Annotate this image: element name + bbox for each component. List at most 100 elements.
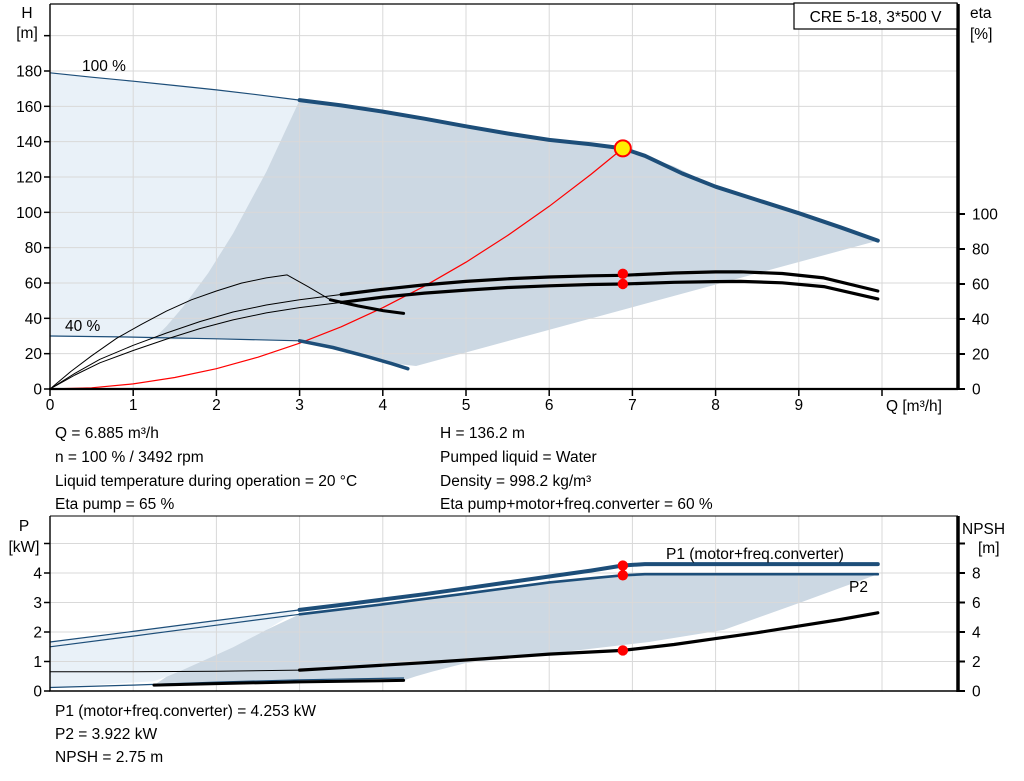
power-tick-labels: 0 1 2 3 4 0 2 4 6 8 [33, 542, 981, 701]
npsh-curve [298, 611, 880, 672]
y-tick-label: 60 [25, 275, 43, 292]
eta-total-duty-dot [617, 278, 629, 290]
npsh-duty-dot [617, 645, 629, 656]
npsh-curve-ext [49, 669, 301, 673]
qh-tick-labels: 0 20 40 60 80 100 120 140 160 180 0 20 40 60 80 100 0 1 2 3… [16, 34, 998, 414]
x-tick-label: 6 [545, 397, 554, 414]
pump-curve-100pct [297, 98, 880, 243]
info-liquid-temp: Liquid temperature during operation = 20… [55, 473, 357, 490]
p2-curve-ext [49, 613, 301, 648]
power-plot-area[interactable] [50, 516, 958, 691]
power-envelope-fills [50, 574, 878, 688]
info-npsh: NPSH = 2.75 m [55, 749, 163, 766]
speed-envelope-pale [50, 72, 300, 340]
power-envelope-band [154, 574, 878, 686]
p2-duty-dot [617, 570, 629, 581]
qh-duty-markers [613, 139, 632, 290]
info-h: H = 136.2 m [440, 425, 525, 442]
info-pumped-liquid: Pumped liquid = Water [440, 449, 597, 466]
eta-pump-curve [339, 270, 880, 297]
y2-tick-label: 6 [972, 595, 981, 612]
pump-curve-100pct-ext [49, 72, 301, 101]
y2-tick-label: 80 [972, 242, 990, 259]
power-minspeed [152, 678, 406, 687]
info-p2: P2 = 3.922 kW [55, 726, 157, 743]
x-tick-label: 8 [711, 397, 720, 414]
x-tick-label: 9 [794, 397, 803, 414]
y-tick-label: 0 [33, 382, 42, 399]
power-gridlines [50, 516, 958, 691]
h-axis-label: H [21, 5, 32, 22]
info-q: Q = 6.885 m³/h [55, 425, 159, 442]
power-envelope-pale [50, 609, 300, 688]
system-curve [49, 147, 624, 390]
q-axis-label: Q [m³/h] [886, 398, 942, 415]
x-tick-label: 2 [212, 397, 221, 414]
qh-gridlines [50, 4, 958, 389]
y2-tick-label: 40 [972, 312, 990, 329]
y2-tick-label: 8 [972, 566, 981, 583]
pump-curve-40pct-ext [49, 335, 301, 342]
y-tick-label: 120 [16, 169, 42, 186]
qh-curves [49, 72, 880, 390]
info-eta-pump: Eta pump = 65 % [55, 496, 175, 513]
info-density: Density = 998.2 kg/m³ [440, 473, 591, 490]
power-axes [49, 515, 960, 692]
info-eta-total: Eta pump+motor+freq.converter = 60 % [440, 496, 713, 513]
p-axis-unit: [kW] [9, 539, 40, 556]
x-tick-label: 4 [378, 397, 387, 414]
duty-point-marker [613, 139, 632, 158]
y-tick-label: 4 [33, 566, 42, 583]
info-p1: P1 (motor+freq.converter) = 4.253 kW [55, 703, 316, 720]
p1-curve-ext [49, 609, 301, 643]
npsh-axis-unit: [m] [978, 540, 1000, 557]
y2-tick-label: 60 [972, 277, 990, 294]
npsh-axis-label: NPSH [962, 521, 1005, 538]
p1-curve [297, 562, 880, 612]
y2-tick-label: 4 [972, 625, 981, 642]
y-tick-label: 0 [33, 684, 42, 701]
y-tick-label: 20 [25, 346, 43, 363]
x-tick-label: 5 [462, 397, 471, 414]
y-tick-label: 160 [16, 99, 42, 116]
pump-curve-40pct [297, 339, 410, 371]
eta-curve-40pct-ext [49, 274, 331, 390]
y-tick-label: 80 [25, 240, 43, 257]
power-curves [49, 562, 880, 689]
eta-pump-curve-ext [49, 294, 342, 390]
x-tick-label: 7 [628, 397, 637, 414]
eta-total-curve [339, 279, 880, 304]
y-tick-label: 1 [33, 654, 42, 671]
eta-axis-label: eta [970, 5, 992, 22]
y2-tick-label: 0 [972, 382, 981, 399]
y-tick-label: 3 [33, 595, 42, 612]
x-tick-label: 3 [295, 397, 304, 414]
y-tick-label: 2 [33, 625, 42, 642]
p-axis-label: P [19, 518, 29, 535]
qh-plot-area[interactable] [50, 4, 958, 389]
x-tick-label: 0 [46, 397, 55, 414]
qh-axes [49, 3, 960, 391]
power-duty-markers [617, 560, 629, 656]
info-speed: n = 100 % / 3492 rpm [55, 449, 204, 466]
y2-tick-label: 2 [972, 654, 981, 671]
p2-curve [298, 572, 880, 616]
speed-40-label: 40 % [65, 318, 101, 335]
x-tick-label: 1 [129, 397, 138, 414]
y2-tick-label: 0 [972, 684, 981, 701]
y2-tick-label: 20 [972, 347, 990, 364]
y-tick-label: 100 [16, 205, 42, 222]
eta-axis-unit: [%] [970, 26, 992, 43]
y-tick-label: 140 [16, 134, 42, 151]
eta-pump-duty-dot [617, 268, 629, 280]
p2-curve-label: P2 [849, 579, 868, 596]
pump-name: CRE 5-18, 3*500 V [810, 9, 942, 26]
speed-100-label: 100 % [82, 58, 126, 75]
h-axis-unit: [m] [16, 25, 38, 42]
y-tick-label: 180 [16, 63, 42, 80]
y-tick-label: 40 [25, 311, 43, 328]
y2-tick-label: 100 [972, 207, 998, 224]
pump-name-box [793, 2, 958, 30]
